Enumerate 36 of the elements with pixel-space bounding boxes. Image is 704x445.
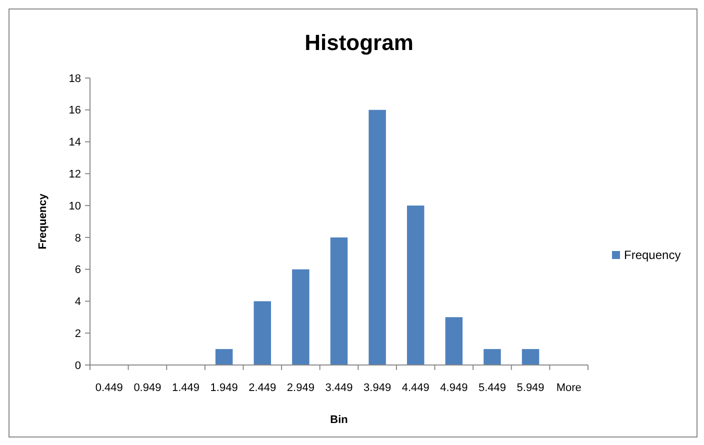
x-tick-label: 0.949 (134, 382, 162, 394)
bar (484, 349, 501, 365)
bar (330, 237, 348, 365)
x-tick-label: 0.449 (95, 382, 123, 394)
y-axis-title: Frequency (37, 192, 49, 250)
x-tick-label: 1.449 (172, 382, 200, 394)
y-tick-label: 14 (68, 136, 81, 149)
y-tick-label: 6 (74, 264, 81, 276)
y-tick-label: 4 (74, 296, 81, 308)
y-tick-label: 18 (68, 72, 81, 85)
x-tick-label: 3.949 (364, 382, 392, 394)
bar (368, 110, 386, 365)
legend-label: Frequency (624, 248, 681, 262)
bar (292, 269, 310, 365)
x-tick-label: 5.949 (516, 382, 544, 394)
x-tick-label: 4.449 (402, 382, 430, 394)
x-tick-label: 2.949 (286, 382, 314, 394)
x-tick-label: 1.949 (210, 382, 238, 394)
x-tick-label: More (556, 382, 582, 394)
y-tick-label: 2 (74, 328, 81, 340)
x-axis-title: Bin (330, 414, 348, 426)
x-tick-label: 4.949 (440, 382, 468, 394)
bar (254, 301, 272, 365)
y-tick-label: 8 (74, 232, 81, 244)
bar (215, 349, 233, 365)
bar (406, 206, 424, 365)
x-tick-label: 3.449 (325, 382, 353, 394)
y-tick-label: 12 (68, 168, 81, 181)
x-tick-label: 2.449 (248, 382, 276, 394)
y-tick-label: 10 (68, 200, 81, 212)
bar (522, 349, 540, 365)
chart-title: Histogram (304, 30, 414, 55)
x-tick-label: 5.449 (478, 382, 506, 394)
y-tick-label: 16 (68, 104, 81, 117)
y-tick-label: 0 (74, 360, 81, 372)
bar (445, 317, 463, 365)
